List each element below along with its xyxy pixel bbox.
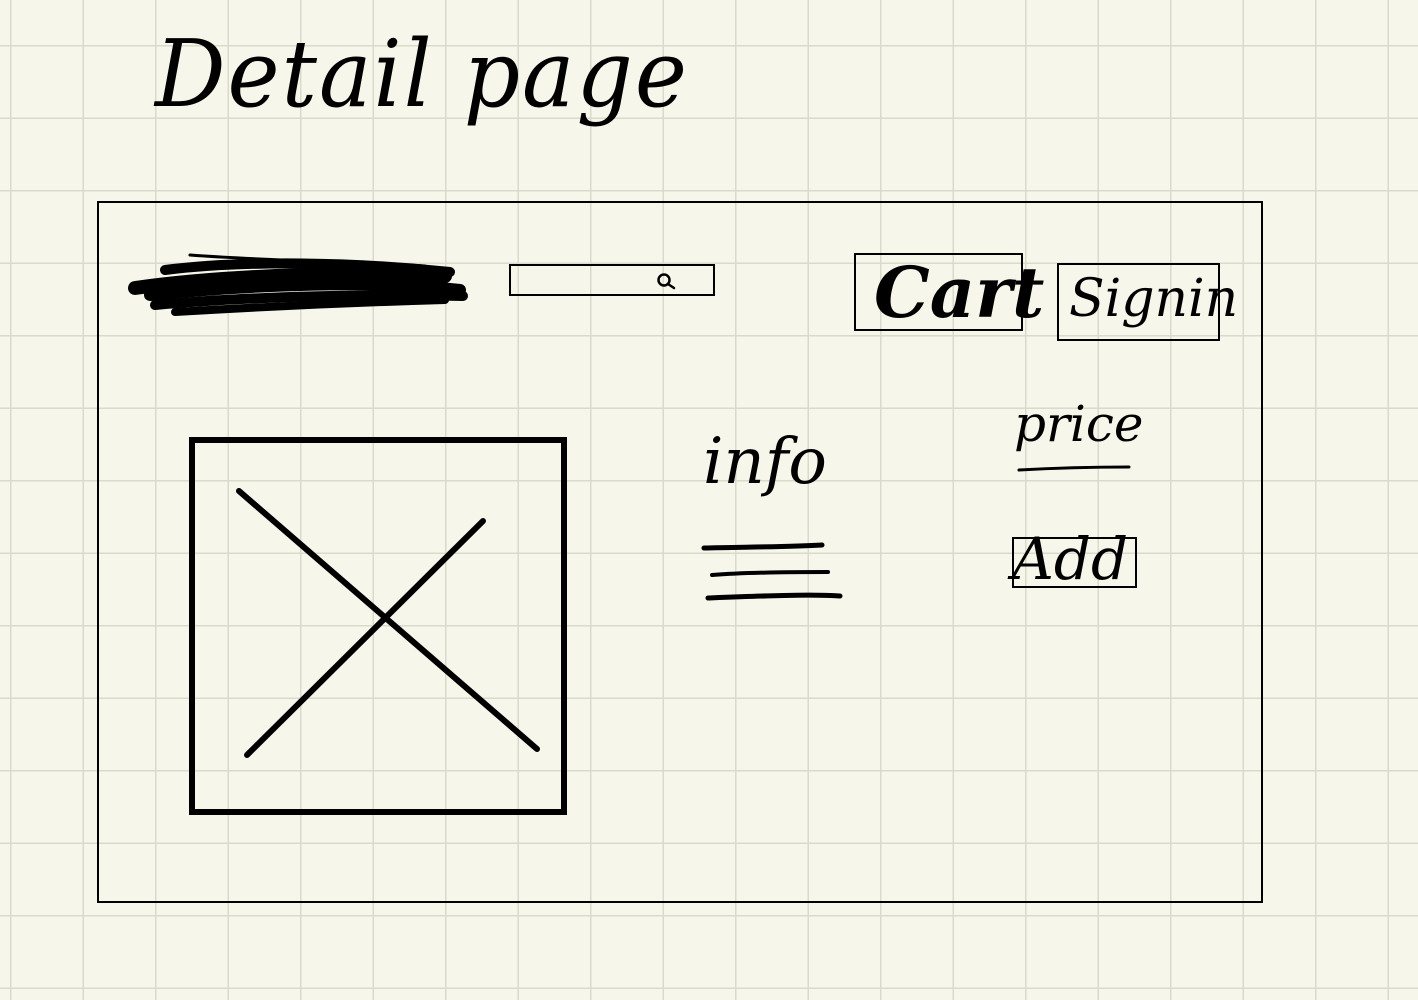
logo-scribble[interactable] [125,250,470,325]
add-label: Add [1012,525,1129,593]
add-to-cart-button[interactable]: Add [1012,525,1137,593]
cart-label: Cart [874,251,1045,334]
page-frame [97,201,1263,903]
info-text-lines [701,542,843,601]
image-placeholder-x-icon [236,488,540,758]
price-value-line [1017,465,1131,472]
search-input[interactable] [509,264,715,296]
search-icon[interactable] [655,272,677,290]
price-label: price [1014,395,1144,453]
cart-button[interactable]: Cart [854,251,1044,334]
product-image-placeholder [189,437,567,815]
page-title: Detail page [155,20,689,129]
info-label: info [703,425,827,499]
signin-label: Signin [1069,269,1239,329]
signin-button[interactable]: Signin [1057,263,1238,341]
